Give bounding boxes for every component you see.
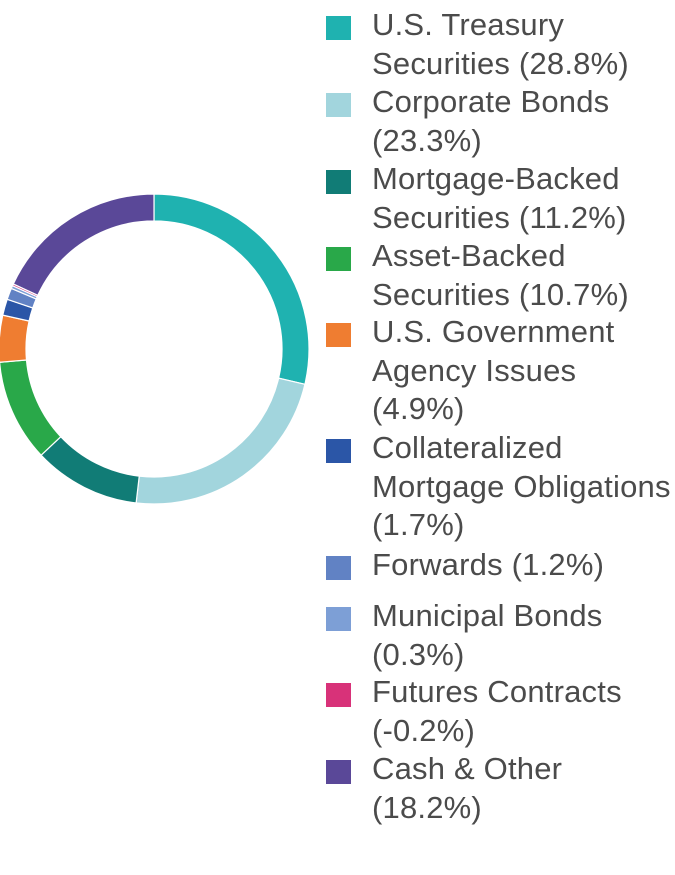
donut-slices (0, 193, 310, 505)
donut-slice-2 (40, 435, 140, 504)
donut-slice-9 (12, 193, 155, 297)
legend-swatch (326, 247, 351, 271)
legend-swatch (326, 439, 351, 463)
legend-label: Futures Contracts (-0.2%) (372, 674, 622, 748)
legend-label: U.S. Government Agency Issues (4.9%) (372, 314, 615, 426)
donut-slice-4 (0, 314, 30, 363)
legend-label: Forwards (1.2%) (372, 547, 605, 582)
legend-label: Municipal Bonds (0.3%) (372, 598, 603, 672)
legend-swatch (326, 323, 351, 347)
donut-slice-1 (135, 377, 306, 505)
legend-label: Mortgage-Backed Securities (11.2%) (372, 161, 627, 235)
legend-label: Cash & Other (18.2%) (372, 751, 563, 825)
legend-swatch (326, 170, 351, 194)
legend-swatch (326, 760, 351, 784)
donut-slice-0 (153, 193, 310, 386)
legend-swatch (326, 556, 351, 580)
donut-chart (0, 193, 310, 505)
donut-slice-3 (0, 359, 62, 457)
legend-label: Collateralized Mortgage Obligations (1.7… (372, 430, 671, 542)
legend-swatch (326, 16, 351, 40)
legend-label: U.S. Treasury Securities (28.8%) (372, 7, 629, 81)
legend-swatch (326, 683, 351, 707)
legend-label: Asset-Backed Securities (10.7%) (372, 238, 629, 312)
legend-swatch (326, 607, 351, 631)
legend-label: Corporate Bonds (23.3%) (372, 84, 610, 158)
legend-swatch (326, 93, 351, 117)
